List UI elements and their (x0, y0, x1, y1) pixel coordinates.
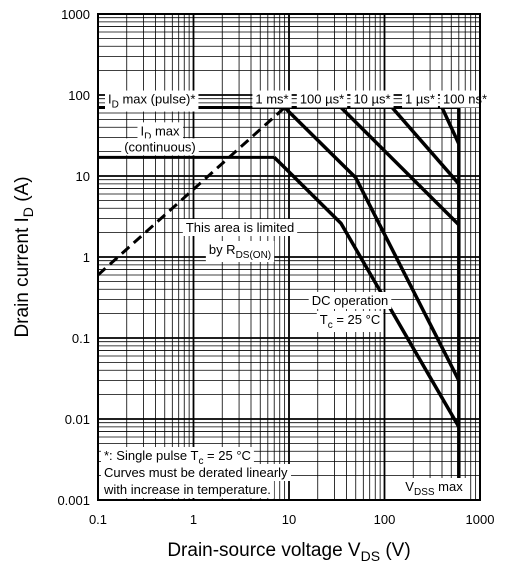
y-tick-label: 1 (83, 250, 90, 265)
id-max-pulse-label: ID max (pulse)* (108, 92, 195, 111)
rds-area-label-1-bg (182, 219, 298, 236)
rds-on-limit-line (96, 106, 286, 277)
label-100us-bg (296, 90, 348, 108)
soa-curve (390, 106, 461, 185)
label-100ns: 100 ns* (443, 92, 487, 107)
tick-labels: 0.1 1 10 100 1000 0.001 0.01 0.1 1 10 100 1000 (57, 7, 494, 527)
id-max-continuous-label: ID max (140, 123, 180, 142)
id-max-continuous-sub-label-bg (121, 138, 199, 156)
dc-tc-label: Tc = 25 °C (320, 312, 380, 331)
annotations: ID max (pulse)* 1 ms* 100 µs* 10 µs* 1 µs* 10… (100, 90, 491, 499)
limit-lines (96, 106, 461, 500)
x-tick-label: 0.1 (89, 512, 107, 527)
rds-area-label-1: This area is limited (186, 220, 294, 235)
x-tick-label: 1 (190, 512, 197, 527)
y-tick-label: 10 (76, 169, 90, 184)
note-line-3-bg (100, 481, 274, 498)
label-100ns-bg (439, 90, 491, 108)
y-tick-label: 0.001 (57, 493, 90, 508)
label-10us-bg (350, 90, 394, 108)
x-axis-title: Drain-source voltage VDS (V) (167, 540, 410, 564)
label-10us: 10 µs* (353, 92, 390, 107)
y-tick-label: 100 (68, 88, 90, 103)
y-axis-title: Drain current ID (A) (12, 176, 36, 337)
soa-curves (272, 106, 461, 428)
label-100us: 100 µs* (300, 92, 344, 107)
x-tick-label: 100 (374, 512, 396, 527)
label-1ms: 1 ms* (255, 92, 288, 107)
y-tick-label: 0.01 (65, 412, 90, 427)
x-tick-label: 1000 (466, 512, 495, 527)
dc-operation-label: DC operation (312, 293, 389, 308)
plot-frame (97, 13, 481, 501)
rds-area-label-2: by RDS(ON) (209, 242, 271, 261)
label-1ms-bg (252, 90, 292, 108)
y-tick-label: 1000 (61, 7, 90, 22)
vdss-max-label-bg (402, 478, 467, 499)
note-line-2: Curves must be derated linearly (104, 465, 288, 480)
note-line-2-bg (101, 464, 292, 481)
note-line-1: *: Single pulse Tc = 25 °C (104, 448, 251, 467)
soa-curve (440, 106, 461, 145)
id-max-continuous-label-bg (137, 122, 184, 144)
rds-area-label-2-bg (205, 241, 275, 262)
soa-curve (283, 106, 461, 382)
soa-curve (272, 156, 461, 428)
vdss-max-label: VDSS max (405, 479, 463, 498)
note-line-3: with increase in temperature. (103, 482, 271, 497)
dc-tc-label-bg (316, 311, 384, 332)
label-1us: 1 µs* (405, 92, 435, 107)
id-max-continuous-sub-label: (continuous) (124, 139, 196, 154)
dc-operation-label-bg (308, 292, 392, 309)
soa-curve (339, 106, 461, 227)
x-tick-label: 10 (282, 512, 296, 527)
id-max-pulse-label-bg (105, 90, 199, 112)
y-tick-label: 0.1 (72, 331, 90, 346)
note-line-1-bg (101, 447, 254, 468)
label-1us-bg (402, 90, 438, 108)
